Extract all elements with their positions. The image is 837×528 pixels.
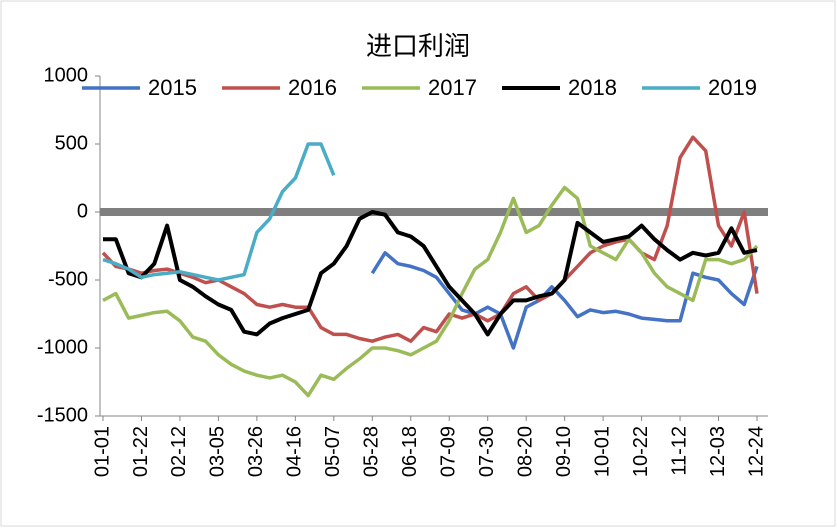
series-line (101, 135, 759, 343)
x-tick-label: 11-12 (668, 426, 690, 476)
x-tick-label: 09-10 (553, 426, 575, 477)
x-tick-label: 01-22 (130, 426, 152, 477)
x-tick-label: 01-01 (91, 426, 113, 477)
x-tick-label: 02-12 (168, 426, 190, 477)
x-tick-label: 05-28 (361, 426, 383, 477)
series-line (102, 185, 759, 398)
y-tick-label: 0 (77, 200, 88, 222)
legend-label: 2016 (288, 75, 337, 100)
x-tick-label: 10-22 (630, 426, 652, 477)
x-tick-label: 10-01 (591, 426, 613, 477)
legend-label: 2018 (568, 75, 617, 100)
legend-label: 2015 (148, 75, 197, 100)
chart-title: 进口利润 (366, 31, 470, 61)
y-tick-label: 1000 (44, 64, 89, 86)
x-tick-label: 03-05 (207, 426, 229, 477)
series-line (370, 251, 759, 350)
y-tick-label: -1000 (37, 336, 88, 358)
x-tick-label: 12-24 (745, 426, 767, 477)
x-tick-label: 06-18 (399, 426, 421, 477)
legend-label: 2017 (428, 75, 477, 100)
x-tick-label: 05-07 (322, 426, 344, 477)
x-tick-label: 07-09 (438, 426, 460, 477)
series-line (102, 142, 336, 282)
x-tick-label: 07-30 (476, 426, 498, 477)
y-tick-label: -500 (48, 268, 88, 290)
legend-label: 2019 (708, 75, 757, 100)
x-tick-label: 12-03 (707, 426, 729, 477)
y-tick-label: 500 (55, 132, 88, 154)
series-line (103, 210, 758, 337)
x-tick-label: 08-20 (514, 426, 536, 477)
x-tick-label: 04-16 (284, 426, 306, 477)
x-tick-label: 03-26 (245, 426, 267, 477)
y-tick-label: -1500 (37, 404, 88, 426)
